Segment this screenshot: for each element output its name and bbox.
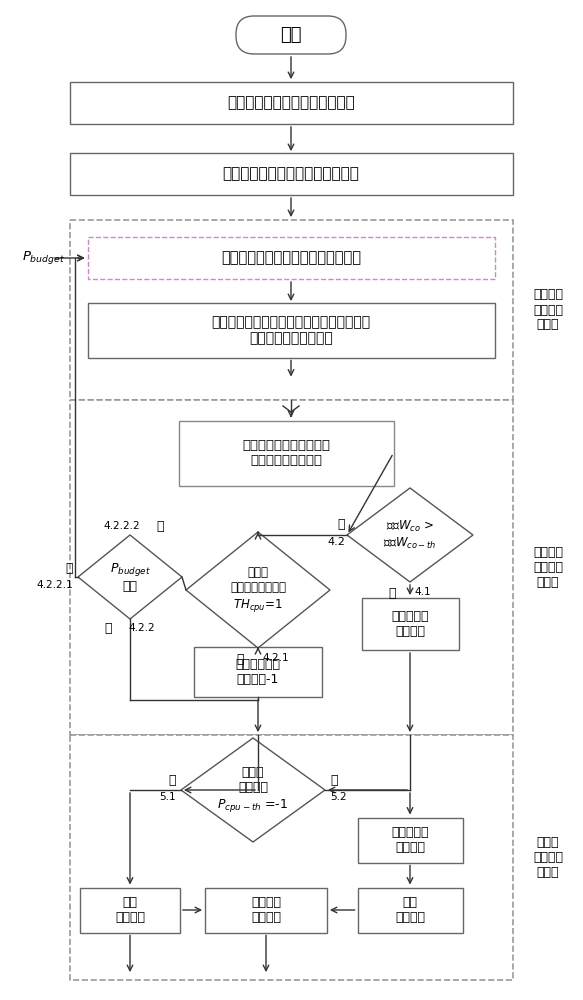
Text: 否: 否 xyxy=(104,621,112,635)
FancyBboxPatch shape xyxy=(361,598,458,650)
Text: 4.2.2.1: 4.2.2.1 xyxy=(36,580,73,590)
Polygon shape xyxy=(78,535,182,619)
Text: 4.2: 4.2 xyxy=(327,537,345,547)
FancyBboxPatch shape xyxy=(70,400,513,735)
FancyBboxPatch shape xyxy=(236,16,346,54)
Text: 启动
功耗控制: 启动 功耗控制 xyxy=(395,896,425,924)
FancyBboxPatch shape xyxy=(70,220,513,400)
FancyBboxPatch shape xyxy=(80,888,180,932)
Text: 负载$W_{co}$ >
阈值$W_{co-th}$: 负载$W_{co}$ > 阈值$W_{co-th}$ xyxy=(384,519,437,551)
Text: 4.2.2.2: 4.2.2.2 xyxy=(104,521,141,531)
FancyBboxPatch shape xyxy=(69,153,512,195)
Text: 基于结点功耗预算，确定触发功耗遏制所对
应的协处理器负载阈值: 基于结点功耗预算，确定触发功耗遏制所对 应的协处理器负载阈值 xyxy=(212,315,371,345)
FancyBboxPatch shape xyxy=(357,818,462,862)
Text: 否: 否 xyxy=(156,520,164,532)
Polygon shape xyxy=(181,738,325,842)
Text: 4.1: 4.1 xyxy=(414,587,431,597)
Text: 处理器
功耗阈值设置标记
$TH_{cpu}$=1: 处理器 功耗阈值设置标记 $TH_{cpu}$=1 xyxy=(230,566,286,614)
Text: 4.2.2: 4.2.2 xyxy=(129,623,155,633)
Polygon shape xyxy=(186,532,330,648)
Text: 计算处理器
功耗阈值: 计算处理器 功耗阈值 xyxy=(391,610,429,638)
Text: 处理器
功耗阈值
$P_{cpu-th}$ =-1: 处理器 功耗阈值 $P_{cpu-th}$ =-1 xyxy=(217,766,289,814)
Text: 协处理器
负载监控
子系统: 协处理器 负载监控 子系统 xyxy=(533,546,563,589)
Text: $P_{budget}$
更新: $P_{budget}$ 更新 xyxy=(110,561,150,593)
Text: 第一步，构建峰值功耗控制系统: 第一步，构建峰值功耗控制系统 xyxy=(227,96,355,110)
Text: 是: 是 xyxy=(65,562,73,576)
Text: 开始: 开始 xyxy=(280,26,302,44)
Text: 是: 是 xyxy=(388,587,396,600)
Text: 4.2.1: 4.2.1 xyxy=(262,653,289,663)
FancyBboxPatch shape xyxy=(357,888,462,932)
FancyBboxPatch shape xyxy=(87,237,494,279)
Text: $P_{budget}$: $P_{budget}$ xyxy=(22,249,65,266)
FancyBboxPatch shape xyxy=(69,82,512,124)
Text: 否: 否 xyxy=(330,774,338,788)
Text: 第三步，判定结点功耗预算值合法性: 第三步，判定结点功耗预算值合法性 xyxy=(221,250,361,265)
Text: 停止
功耗控制: 停止 功耗控制 xyxy=(115,896,145,924)
Text: 处理器功耗阈
值赋值为-1: 处理器功耗阈 值赋值为-1 xyxy=(236,658,280,686)
Text: 是: 是 xyxy=(237,653,244,666)
Text: 第二步，初始化结点功耗描述文件: 第二步，初始化结点功耗描述文件 xyxy=(223,166,360,182)
Text: 功耗控制
支持模块: 功耗控制 支持模块 xyxy=(251,896,281,924)
Text: 否: 否 xyxy=(338,518,345,532)
FancyBboxPatch shape xyxy=(87,302,494,358)
Polygon shape xyxy=(347,488,473,582)
Text: 5.1: 5.1 xyxy=(159,792,176,802)
Text: 第四步，查询协处理器利
用率，计算实时负载: 第四步，查询协处理器利 用率，计算实时负载 xyxy=(242,439,330,467)
FancyBboxPatch shape xyxy=(70,735,513,980)
Text: 5.2: 5.2 xyxy=(330,792,347,802)
Text: 结点功耗
预算设置
子系统: 结点功耗 预算设置 子系统 xyxy=(533,288,563,332)
FancyBboxPatch shape xyxy=(205,888,327,932)
Text: 处理器
功耗设置
子系统: 处理器 功耗设置 子系统 xyxy=(533,836,563,879)
FancyBboxPatch shape xyxy=(194,647,322,697)
FancyBboxPatch shape xyxy=(178,420,394,486)
Text: 设置处理器
功耗阈值: 设置处理器 功耗阈值 xyxy=(391,826,429,854)
Text: 是: 是 xyxy=(168,774,176,788)
